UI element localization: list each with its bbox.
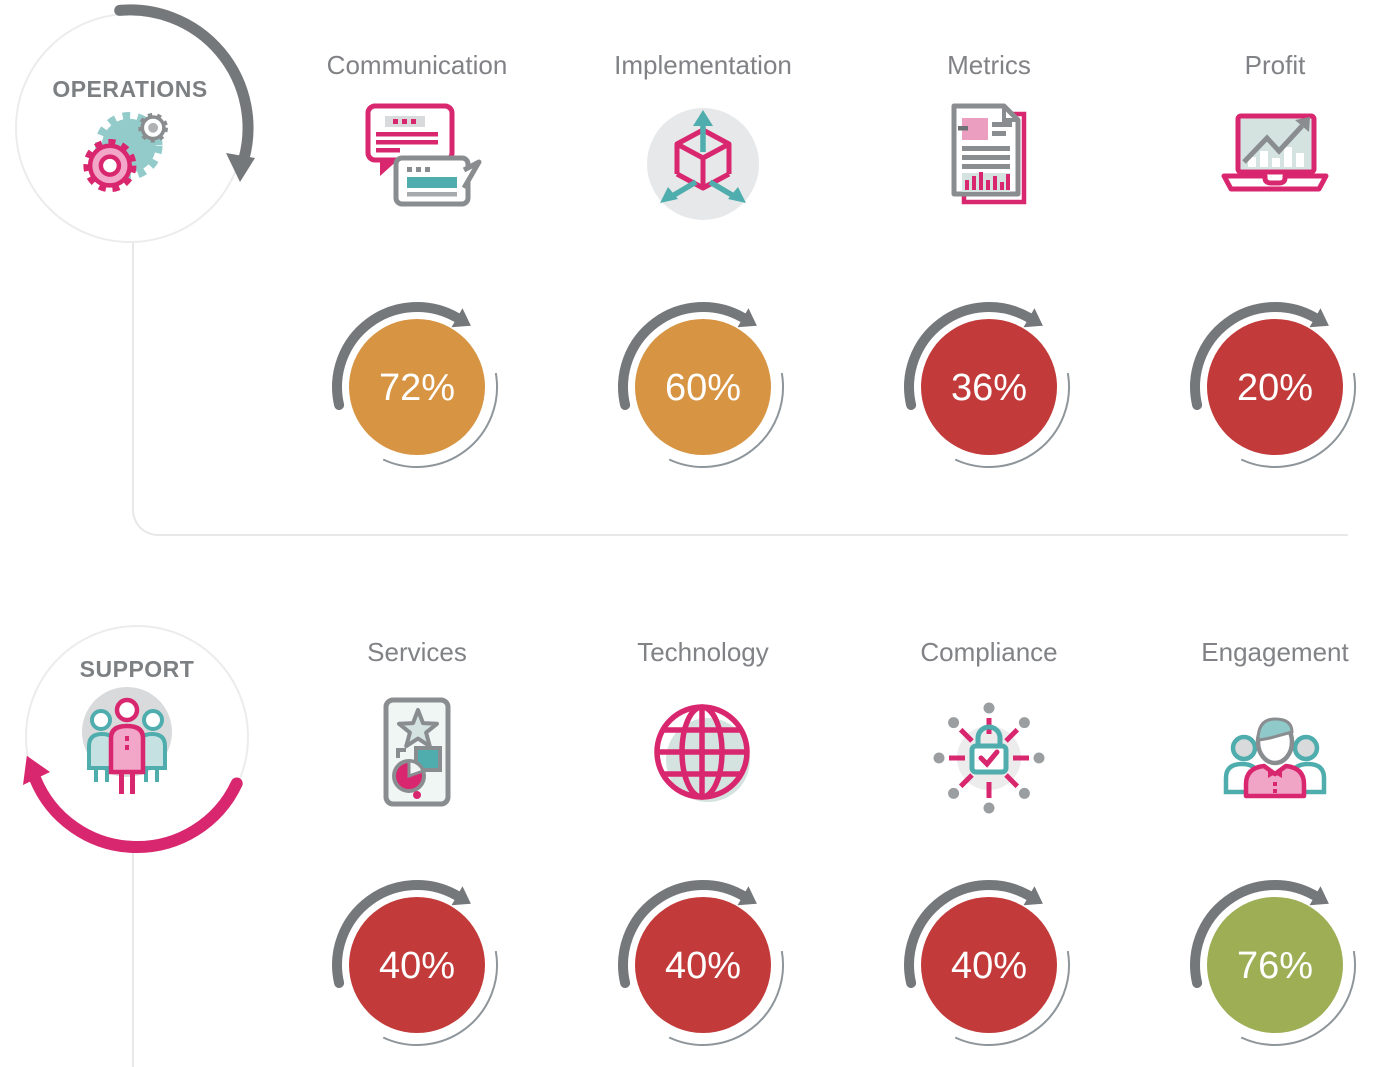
ops-label-implementation: Implementation — [614, 50, 792, 80]
sup-label-services: Services — [367, 637, 467, 667]
sup-label-compliance: Compliance — [920, 637, 1058, 667]
gauge-metrics: 36% — [904, 302, 1071, 468]
gauge-percent-label: 60% — [665, 367, 741, 409]
gauge-fill-circle — [1207, 897, 1343, 1033]
support-title: SUPPORT — [79, 656, 195, 682]
compliance-icon — [924, 688, 1054, 818]
gauge-fill-circle — [349, 319, 485, 455]
support-connector-line — [132, 846, 134, 1067]
profit-icon — [1210, 96, 1340, 226]
gauge-fill-circle — [921, 897, 1057, 1033]
gears-icon — [82, 108, 172, 198]
gauge-percent-label: 36% — [951, 367, 1027, 409]
team-icon — [72, 684, 182, 799]
gauge-fill-circle — [921, 319, 1057, 455]
gauge-percent-label: 76% — [1237, 945, 1313, 987]
gauge-services: 40% — [332, 880, 499, 1046]
operations-title: OPERATIONS — [52, 76, 208, 102]
gauge-percent-label: 40% — [951, 945, 1027, 987]
ops-label-profit: Profit — [1244, 50, 1306, 80]
gauge-fill-circle — [635, 319, 771, 455]
sup-label-engagement: Engagement — [1201, 637, 1349, 667]
implementation-icon — [638, 96, 768, 226]
gauge-technology: 40% — [618, 880, 785, 1046]
gauge-fill-circle — [635, 897, 771, 1033]
gauge-percent-label: 20% — [1237, 367, 1313, 409]
gauge-percent-label: 72% — [379, 367, 455, 409]
ops-label-communication: Communication — [326, 50, 508, 80]
gauge-fill-circle — [349, 897, 485, 1033]
support-arrow-icon — [23, 755, 243, 853]
technology-icon — [638, 688, 768, 818]
services-icon — [352, 688, 482, 818]
gauge-engagement: 76% — [1190, 880, 1357, 1046]
operations-connector-line — [132, 242, 1348, 536]
gauge-implementation: 60% — [618, 302, 785, 468]
sup-label-technology: Technology — [637, 637, 769, 667]
gauge-compliance: 40% — [904, 880, 1071, 1046]
communication-icon — [352, 96, 482, 226]
gauge-fill-circle — [1207, 319, 1343, 455]
operations-arrow-icon — [114, 4, 255, 182]
metrics-icon — [924, 96, 1054, 226]
gauge-communication: 72% — [332, 302, 499, 468]
engagement-icon — [1210, 688, 1340, 818]
gauge-percent-label: 40% — [379, 945, 455, 987]
ops-label-metrics: Metrics — [947, 50, 1031, 80]
gauge-profit: 20% — [1190, 302, 1357, 468]
gauge-percent-label: 40% — [665, 945, 741, 987]
